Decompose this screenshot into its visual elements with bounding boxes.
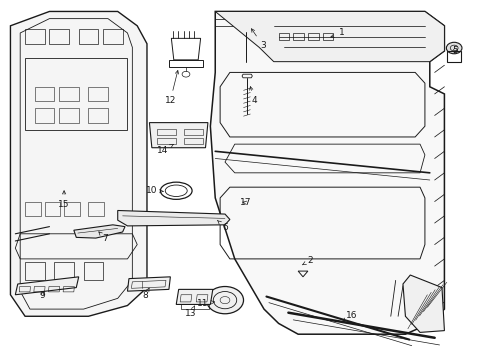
Text: 9: 9: [39, 291, 45, 300]
Text: 11: 11: [197, 298, 214, 307]
Polygon shape: [74, 225, 125, 238]
Text: 13: 13: [185, 306, 196, 318]
Text: 1: 1: [330, 28, 344, 37]
Text: 8: 8: [142, 288, 149, 300]
Text: 17: 17: [239, 198, 251, 207]
Polygon shape: [402, 275, 444, 332]
Polygon shape: [15, 277, 79, 295]
Text: 16: 16: [342, 311, 357, 321]
Polygon shape: [149, 123, 207, 148]
Text: 7: 7: [99, 232, 108, 243]
Text: 4: 4: [249, 87, 257, 105]
Polygon shape: [10, 12, 147, 316]
Text: 6: 6: [217, 220, 227, 232]
Text: 3: 3: [251, 29, 265, 50]
Text: 5: 5: [451, 46, 457, 55]
Text: 15: 15: [58, 191, 70, 209]
Text: 10: 10: [146, 186, 163, 195]
Circle shape: [206, 287, 243, 314]
Circle shape: [237, 19, 254, 32]
Text: 14: 14: [157, 144, 173, 155]
Polygon shape: [118, 211, 229, 226]
Text: 2: 2: [302, 256, 312, 265]
Polygon shape: [215, 12, 444, 62]
Text: 12: 12: [164, 71, 178, 105]
Circle shape: [446, 42, 461, 54]
Polygon shape: [210, 12, 444, 334]
Polygon shape: [176, 289, 212, 305]
Polygon shape: [127, 277, 170, 291]
